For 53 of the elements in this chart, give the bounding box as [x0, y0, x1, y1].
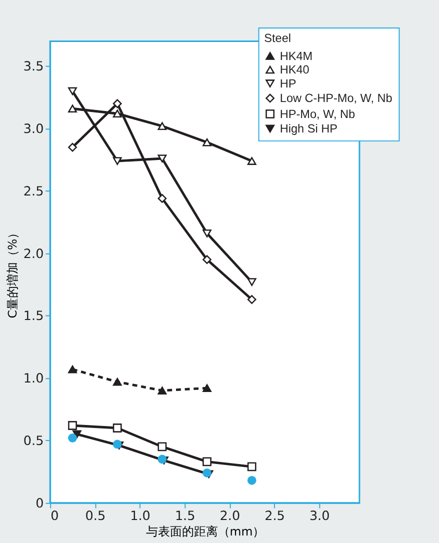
- x-tick-label: 2.5: [264, 509, 285, 524]
- point: [202, 255, 212, 264]
- point: [202, 457, 212, 466]
- x-tick-label: 0: [50, 509, 59, 524]
- point: [72, 430, 82, 438]
- x-tick-label: 1.0: [130, 509, 150, 524]
- point: [247, 462, 256, 472]
- point: [68, 434, 77, 442]
- x-tick-label: 2.0: [220, 509, 240, 524]
- point: [112, 157, 122, 165]
- x-tick-label: 1.5: [174, 509, 196, 524]
- point: [247, 295, 256, 304]
- y-tick-label: 2.5: [23, 184, 44, 200]
- point: [158, 194, 167, 203]
- point: [247, 157, 256, 165]
- legend-title: Steel: [264, 32, 292, 46]
- x-tick-label: 3.0: [309, 509, 330, 524]
- y-tick-label: 3.0: [23, 122, 44, 138]
- y-tick-label: 1.0: [23, 372, 44, 387]
- point: [158, 122, 167, 130]
- point: [158, 386, 167, 395]
- point: [112, 424, 122, 432]
- point: [68, 87, 77, 96]
- point: [68, 142, 77, 152]
- point: [202, 384, 212, 392]
- point: [247, 476, 256, 485]
- point: [68, 104, 77, 113]
- point: [247, 278, 256, 286]
- y-tick-label: 1.5: [23, 309, 44, 324]
- legend-label: HK4M: [280, 50, 313, 63]
- point: [68, 365, 77, 374]
- point: [158, 154, 167, 162]
- x-tick-label: 0.5: [85, 509, 106, 524]
- point: [112, 378, 122, 386]
- legend-label: High Si HP: [280, 122, 338, 136]
- x-axis-title: 与表面的距离（mm）: [146, 524, 265, 539]
- legend-label: HK40: [280, 64, 310, 77]
- point: [202, 229, 212, 238]
- legend-label: HP-Mo, W, Nb: [280, 108, 356, 121]
- point: [112, 440, 122, 449]
- y-tick-label: 3.5: [23, 60, 44, 75]
- y-axis-title: C量的増加（%）: [6, 226, 20, 318]
- point: [202, 138, 212, 146]
- point: [112, 99, 122, 108]
- point: [202, 468, 212, 478]
- y-tick-label: 0.5: [23, 434, 44, 449]
- point: [158, 442, 167, 452]
- y-tick-label: 0: [36, 496, 44, 512]
- point: [112, 110, 122, 118]
- y-tick-label: 2.0: [23, 246, 44, 262]
- legend-label: HP: [280, 77, 296, 90]
- point: [68, 421, 77, 430]
- legend-label: Low C-HP-Mo, W, Nb: [280, 92, 393, 106]
